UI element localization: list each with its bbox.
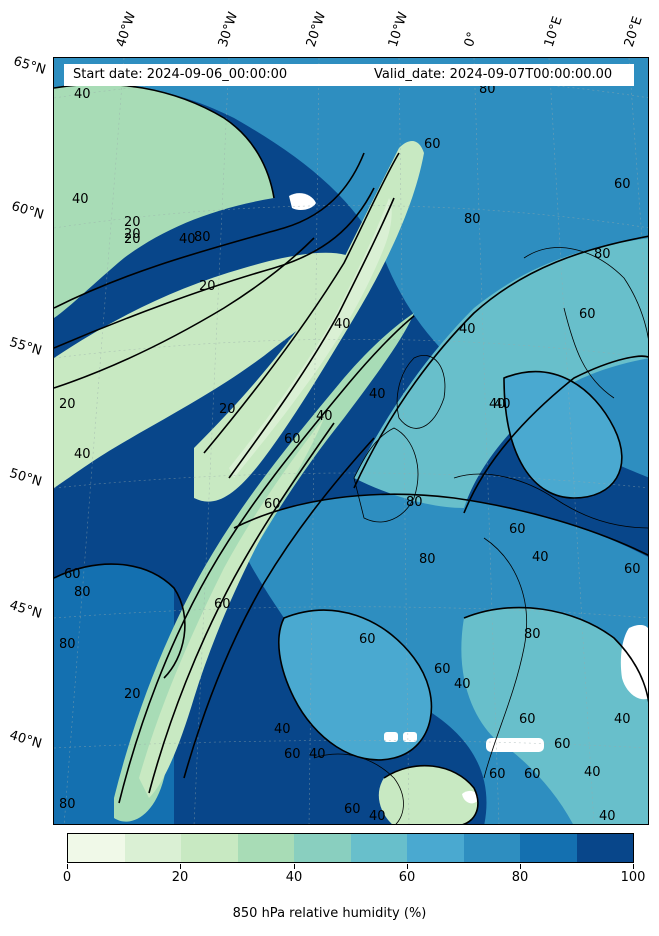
colorbar-tick-label: 0	[62, 870, 72, 885]
contour-label: 20	[59, 397, 76, 412]
contour-label: 40	[274, 722, 291, 737]
colorbar-tick	[294, 864, 295, 869]
contour-label: 80	[74, 585, 91, 600]
start-date-label: Start date: 2024-09-06_00:00:00	[73, 67, 288, 82]
date-header-bar	[64, 64, 634, 86]
colorbar-tick	[633, 864, 634, 869]
contour-label: 40	[459, 322, 476, 337]
lat-label: 45°N	[7, 598, 44, 622]
contour-label: 40	[309, 747, 326, 762]
contour-label: 40	[489, 397, 506, 412]
contour-label: 40	[599, 809, 616, 824]
colorbar-segment	[463, 834, 520, 862]
contour-label: 60	[434, 662, 451, 677]
contour-label: 80	[524, 627, 541, 642]
contour-label: 60	[264, 497, 281, 512]
contour-label: 40	[369, 809, 386, 824]
contour-label: 20	[124, 227, 141, 242]
lon-label: 20°W	[303, 10, 330, 49]
contour-label: 40	[494, 397, 511, 412]
valid-date-label: Valid_date: 2024-09-07T00:00:00.00	[374, 67, 613, 82]
colorbar-tick	[407, 864, 408, 869]
lon-label: 10°E	[541, 14, 566, 50]
lon-label: 30°W	[215, 10, 242, 49]
contour-label: 60	[519, 712, 536, 727]
contour-label: 20	[219, 402, 236, 417]
contour-label: 40	[369, 387, 386, 402]
lon-label: 40°W	[113, 10, 140, 49]
contour-label: 40	[179, 232, 196, 247]
colorbar-segment	[576, 834, 633, 862]
contour-label: 40	[532, 550, 549, 565]
contour-label: 40	[614, 712, 631, 727]
contour-label: 60	[614, 177, 631, 192]
humidity-field: 40 80 40 20 60 60 20 40 80 20 80 80 20 4…	[54, 58, 648, 824]
colorbar-segment	[68, 834, 125, 862]
contour-label: 20	[124, 215, 141, 230]
contour-label: 80	[59, 637, 76, 652]
contour-label: 80	[406, 495, 423, 510]
contour-label: 40	[584, 765, 601, 780]
lat-label: 40°N	[7, 728, 44, 752]
colorbar-segment	[407, 834, 464, 862]
contour-label: 40	[316, 409, 333, 424]
contour-label: 60	[489, 767, 506, 782]
colorbar-tick	[67, 864, 68, 869]
colorbar-segment	[124, 834, 181, 862]
colorbar-tick-label: 80	[511, 870, 529, 885]
colorbar-tick	[520, 864, 521, 869]
colorbar	[67, 833, 634, 863]
contour-label: 80	[194, 230, 211, 245]
lat-label: 50°N	[7, 466, 44, 490]
contour-label: 40	[334, 317, 351, 332]
contour-label: 40	[454, 677, 471, 692]
lon-label: 20°E	[621, 14, 646, 50]
contour-label: 20	[124, 687, 141, 702]
contour-label: 60	[284, 747, 301, 762]
contour-label: 60	[64, 567, 81, 582]
lon-label: 10°W	[385, 10, 412, 49]
colorbar-tick-label: 20	[171, 870, 189, 885]
contour-label: 20	[124, 232, 141, 247]
lat-label: 65°N	[11, 54, 48, 78]
contour-label: 60	[344, 802, 361, 817]
contour-label: 60	[579, 307, 596, 322]
contour-label: 60	[509, 522, 526, 537]
contour-label: 40	[72, 192, 89, 207]
colorbar-tick-label: 100	[620, 870, 646, 885]
colorbar-tick-label: 60	[398, 870, 416, 885]
colorbar-segment	[350, 834, 407, 862]
contour-label: 80	[59, 797, 76, 812]
colorbar-tick-label: 40	[285, 870, 303, 885]
contour-label: 80	[464, 212, 481, 227]
lat-label: 60°N	[9, 199, 46, 223]
contour-label: 80	[419, 552, 436, 567]
humidity-map: 40 80 40 20 60 60 20 40 80 20 80 80 20 4…	[53, 57, 649, 825]
contour-label: 60	[284, 432, 301, 447]
contour-label: 60	[554, 737, 571, 752]
contour-label: 60	[214, 597, 231, 612]
colorbar-segment	[294, 834, 351, 862]
contour-label: 60	[624, 562, 641, 577]
contour-label: 80	[594, 247, 611, 262]
contour-label: 20	[199, 279, 216, 294]
colorbar-segment	[181, 834, 238, 862]
lat-label: 55°N	[7, 335, 44, 359]
colorbar-tick	[180, 864, 181, 869]
contour-label: 60	[524, 767, 541, 782]
contour-label: 60	[359, 632, 376, 647]
colorbar-segment	[237, 834, 294, 862]
contour-label: 60	[424, 137, 441, 152]
colorbar-title: 850 hPa relative humidity (%)	[232, 906, 427, 921]
colorbar-segment	[520, 834, 577, 862]
contour-label: 40	[74, 87, 91, 102]
contour-label: 40	[74, 447, 91, 462]
lon-label: 0°	[461, 30, 481, 49]
